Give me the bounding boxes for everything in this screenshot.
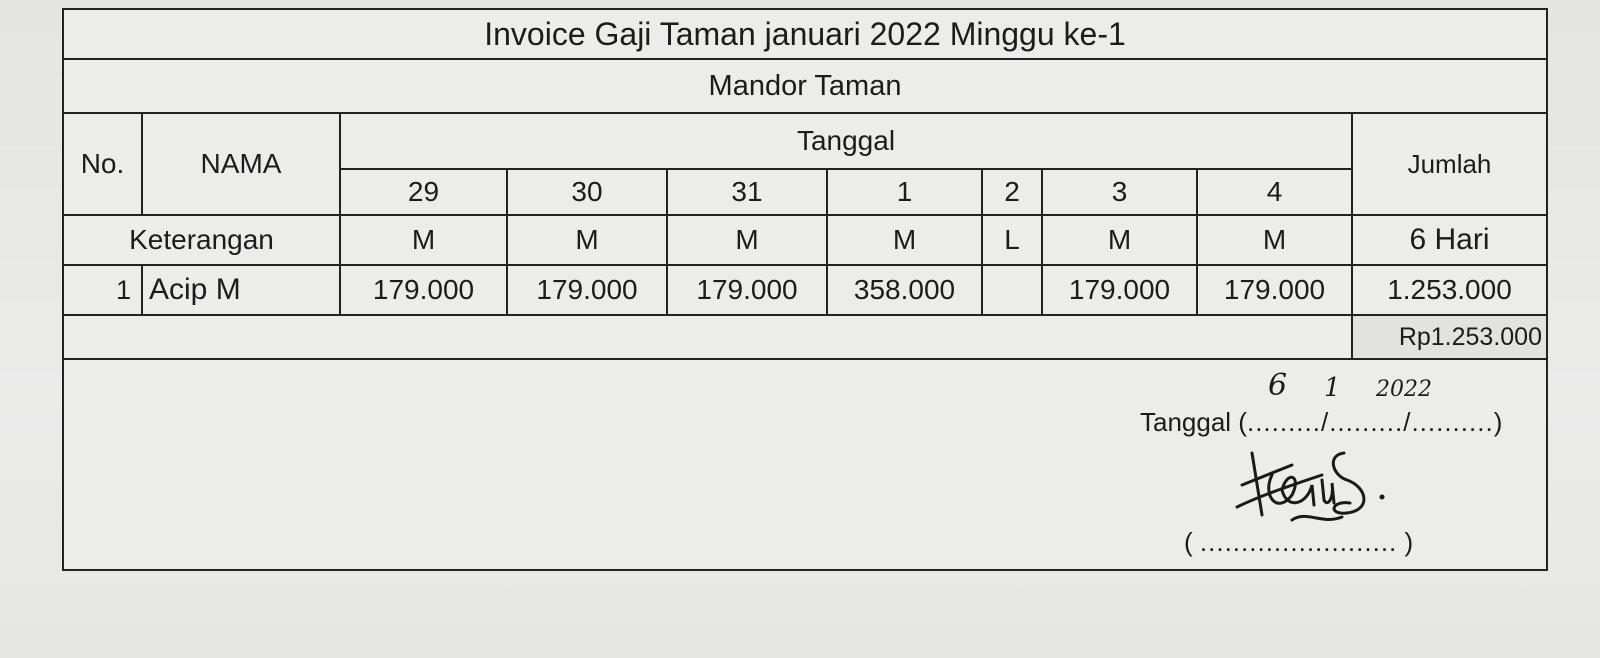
row-value: 179.000: [1196, 264, 1353, 316]
date-label: Tanggal (: [1140, 407, 1247, 437]
total-spacer: [64, 314, 1353, 360]
header-date: 1: [826, 168, 983, 216]
row-jumlah: 1.253.000: [1351, 264, 1546, 316]
header-nama: NAMA: [141, 112, 341, 216]
table-row: 1 Acip M 179.000 179.000 179.000 358.000…: [64, 264, 1546, 316]
row-value: 179.000: [666, 264, 828, 316]
invoice-subtitle: Mandor Taman: [64, 58, 1546, 114]
keterangan-code: M: [506, 214, 668, 266]
signature-area: Tanggal (........./........./..........)…: [64, 355, 1546, 571]
header-date: 2: [981, 168, 1043, 216]
header-tanggal: Tanggal: [339, 112, 1353, 170]
keterangan-code: M: [666, 214, 828, 266]
invoice-sheet: Invoice Gaji Taman januari 2022 Minggu k…: [62, 8, 1548, 571]
keterangan-label: Keterangan: [64, 214, 341, 266]
handwritten-year: 2022: [1376, 377, 1432, 402]
row-value: [981, 264, 1043, 316]
header-no: No.: [64, 112, 143, 216]
header-date: 3: [1041, 168, 1198, 216]
header-jumlah: Jumlah: [1351, 112, 1546, 216]
header-date: 31: [666, 168, 828, 216]
row-nama: Acip M: [141, 264, 341, 316]
signature-dots: ........................: [1199, 527, 1398, 557]
row-no: 1: [64, 264, 143, 316]
invoice-title: Invoice Gaji Taman januari 2022 Minggu k…: [64, 10, 1546, 60]
keterangan-jumlah: 6 Hari: [1351, 214, 1546, 266]
signature-open: (: [1184, 527, 1193, 557]
keterangan-code: M: [339, 214, 508, 266]
handwritten-day: 6: [1268, 368, 1288, 403]
date-dots: ........./........./..........: [1246, 407, 1494, 437]
keterangan-code: L: [981, 214, 1043, 266]
header-date: 30: [506, 168, 668, 216]
row-value: 358.000: [826, 264, 983, 316]
date-close: ): [1493, 407, 1503, 437]
row-value: 179.000: [506, 264, 668, 316]
date-line: Tanggal (........./........./..........)…: [1140, 371, 1503, 438]
keterangan-code: M: [1196, 214, 1353, 266]
grand-total: Rp1.253.000: [1351, 314, 1546, 360]
signature-image: [1235, 451, 1385, 522]
header-date: 4: [1196, 168, 1353, 216]
keterangan-code: M: [826, 214, 983, 266]
keterangan-code: M: [1041, 214, 1198, 266]
invoice-table: Invoice Gaji Taman januari 2022 Minggu k…: [64, 10, 1546, 360]
header-date: 29: [339, 168, 508, 216]
signature-close: ): [1404, 527, 1414, 557]
row-value: 179.000: [339, 264, 508, 316]
signature-line: ( ........................ ): [1184, 527, 1413, 557]
row-value: 179.000: [1041, 264, 1198, 316]
handwritten-month: 1: [1324, 373, 1341, 403]
